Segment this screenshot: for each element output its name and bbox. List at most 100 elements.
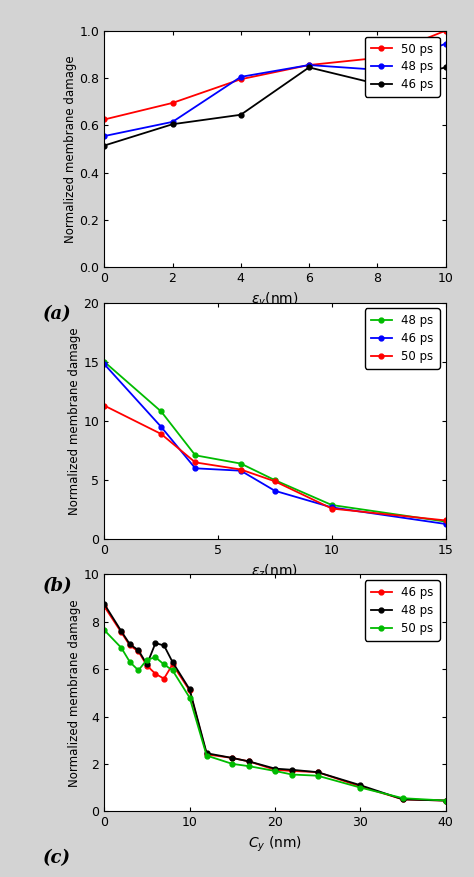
- 50 ps: [101, 400, 107, 410]
- 46 ps: [118, 627, 124, 638]
- 48 ps: [238, 72, 244, 82]
- 46 ps: [443, 518, 448, 529]
- 50 ps: [101, 114, 107, 125]
- 46 ps: [400, 795, 406, 805]
- Text: (b): (b): [43, 577, 73, 595]
- 48 ps: [101, 599, 107, 610]
- 46 ps: [374, 79, 380, 89]
- 46 ps: [272, 486, 278, 496]
- Line: 48 ps: 48 ps: [102, 360, 448, 524]
- 48 ps: [161, 640, 167, 651]
- 50 ps: [238, 464, 244, 474]
- 50 ps: [153, 652, 158, 663]
- 48 ps: [329, 500, 335, 510]
- 48 ps: [272, 475, 278, 486]
- 46 ps: [187, 685, 192, 695]
- 48 ps: [443, 517, 448, 527]
- Legend: 50 ps, 48 ps, 46 ps: 50 ps, 48 ps, 46 ps: [365, 37, 440, 96]
- 48 ps: [238, 459, 244, 469]
- 48 ps: [374, 65, 380, 75]
- 48 ps: [306, 60, 312, 70]
- 50 ps: [192, 457, 198, 467]
- 50 ps: [443, 515, 448, 525]
- 50 ps: [118, 643, 124, 653]
- 50 ps: [272, 476, 278, 487]
- 50 ps: [187, 692, 192, 702]
- 50 ps: [329, 503, 335, 514]
- 48 ps: [170, 117, 175, 127]
- 50 ps: [357, 782, 363, 793]
- Line: 50 ps: 50 ps: [102, 28, 448, 122]
- 50 ps: [170, 665, 175, 675]
- 48 ps: [400, 795, 406, 805]
- Line: 50 ps: 50 ps: [102, 628, 448, 803]
- X-axis label: $C_y$ (nm): $C_y$ (nm): [248, 835, 302, 854]
- 46 ps: [101, 601, 107, 611]
- 46 ps: [357, 781, 363, 792]
- 50 ps: [158, 429, 164, 439]
- 48 ps: [127, 639, 133, 650]
- 48 ps: [204, 748, 210, 759]
- Line: 48 ps: 48 ps: [102, 41, 448, 139]
- Y-axis label: Normalized membrane damage: Normalized membrane damage: [68, 599, 81, 787]
- 46 ps: [204, 749, 210, 759]
- Line: 50 ps: 50 ps: [102, 403, 448, 523]
- 48 ps: [101, 131, 107, 141]
- 50 ps: [272, 766, 278, 776]
- 48 ps: [170, 657, 175, 667]
- 50 ps: [289, 769, 295, 780]
- 46 ps: [144, 660, 150, 671]
- 50 ps: [238, 74, 244, 84]
- 46 ps: [329, 503, 335, 513]
- 48 ps: [246, 756, 252, 766]
- 48 ps: [101, 356, 107, 367]
- 48 ps: [443, 39, 448, 49]
- 50 ps: [315, 771, 320, 781]
- 48 ps: [118, 626, 124, 637]
- 46 ps: [272, 765, 278, 775]
- 46 ps: [192, 463, 198, 474]
- 46 ps: [443, 62, 448, 73]
- Line: 48 ps: 48 ps: [102, 602, 448, 803]
- X-axis label: $\varepsilon_z$(nm): $\varepsilon_z$(nm): [252, 563, 298, 581]
- 48 ps: [229, 752, 235, 763]
- 50 ps: [246, 761, 252, 772]
- 46 ps: [289, 766, 295, 776]
- 50 ps: [400, 793, 406, 803]
- 46 ps: [101, 140, 107, 151]
- 50 ps: [161, 660, 167, 670]
- 48 ps: [187, 684, 192, 695]
- Line: 46 ps: 46 ps: [102, 65, 448, 148]
- 48 ps: [144, 660, 150, 670]
- 46 ps: [161, 674, 167, 684]
- 46 ps: [238, 466, 244, 476]
- 46 ps: [153, 668, 158, 679]
- 50 ps: [170, 97, 175, 108]
- 48 ps: [315, 766, 320, 777]
- 50 ps: [144, 654, 150, 665]
- 50 ps: [443, 25, 448, 36]
- 48 ps: [158, 406, 164, 417]
- 48 ps: [192, 450, 198, 460]
- Line: 46 ps: 46 ps: [102, 361, 448, 526]
- 46 ps: [238, 110, 244, 120]
- 50 ps: [443, 795, 448, 806]
- 48 ps: [272, 763, 278, 774]
- 46 ps: [101, 359, 107, 369]
- 46 ps: [158, 422, 164, 432]
- Text: (c): (c): [43, 849, 71, 867]
- Legend: 46 ps, 48 ps, 50 ps: 46 ps, 48 ps, 50 ps: [365, 581, 440, 640]
- Y-axis label: Normalized membrane damage: Normalized membrane damage: [64, 55, 77, 243]
- 50 ps: [229, 759, 235, 769]
- 50 ps: [306, 60, 312, 70]
- 48 ps: [357, 780, 363, 790]
- 48 ps: [289, 765, 295, 775]
- 46 ps: [136, 646, 141, 657]
- 46 ps: [229, 752, 235, 763]
- X-axis label: $\varepsilon_y$(nm): $\varepsilon_y$(nm): [251, 291, 299, 310]
- 50 ps: [127, 657, 133, 667]
- 48 ps: [153, 638, 158, 648]
- 46 ps: [246, 756, 252, 766]
- 46 ps: [127, 640, 133, 651]
- 46 ps: [306, 62, 312, 73]
